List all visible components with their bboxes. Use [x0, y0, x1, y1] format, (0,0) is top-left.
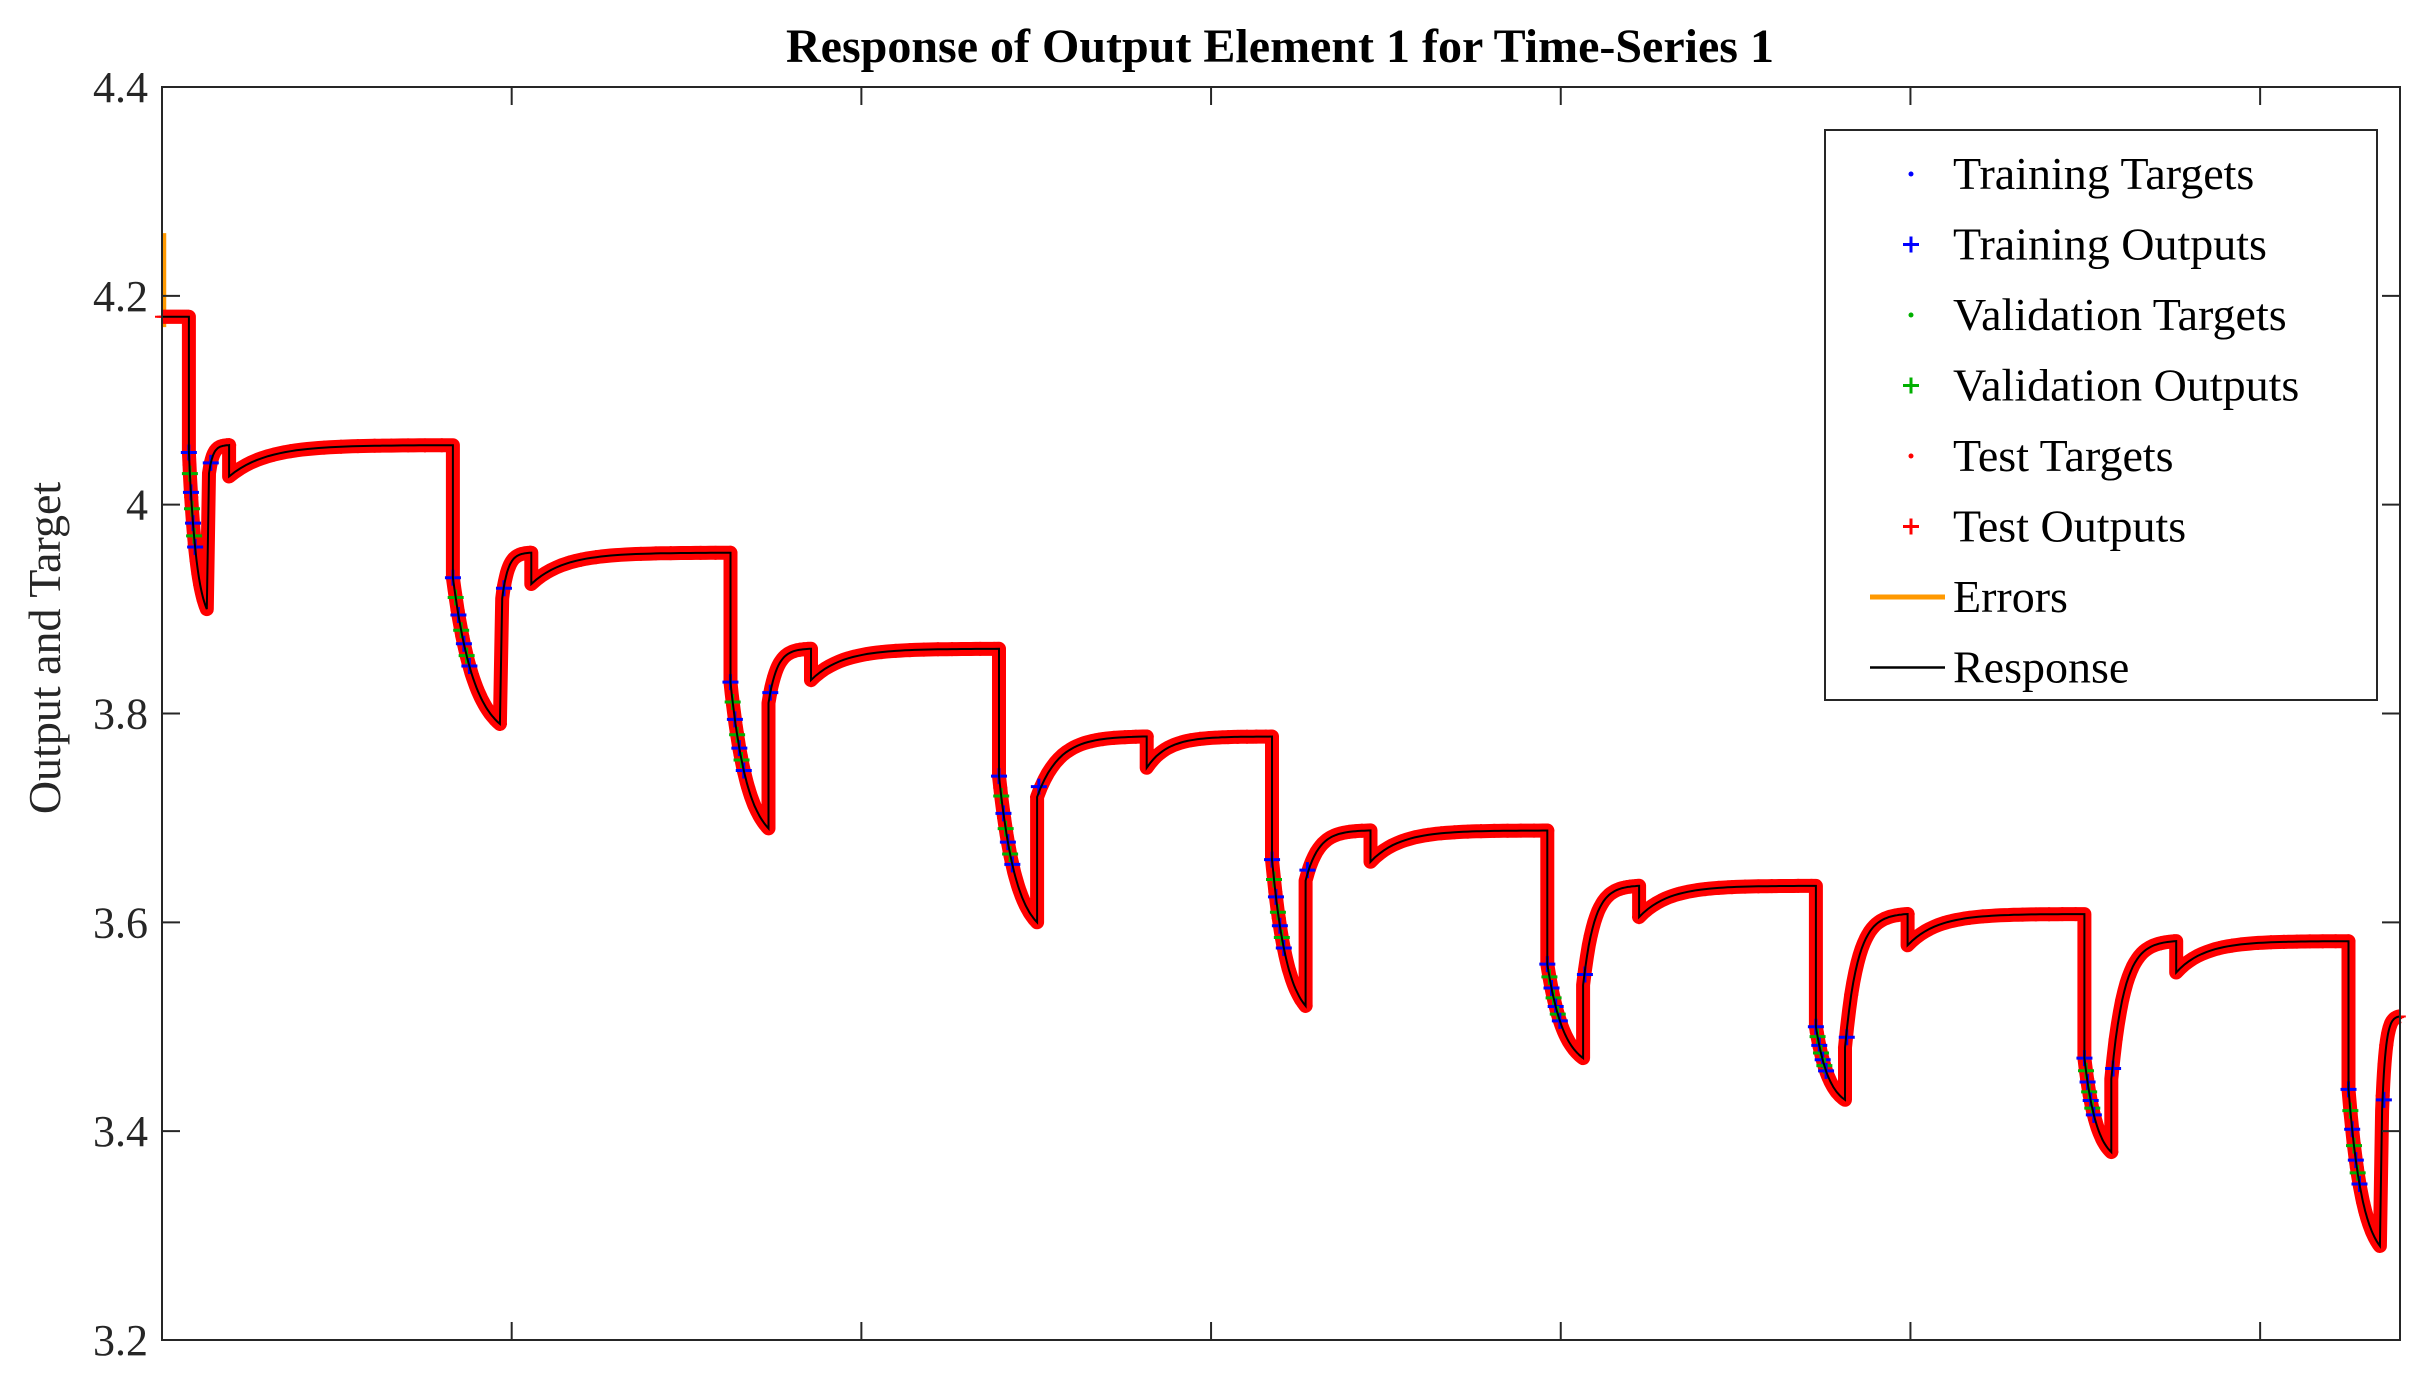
legend-entry: Validation Outputs	[1903, 360, 2299, 411]
legend-label: Validation Targets	[1953, 289, 2287, 340]
y-tick-label: 3.6	[93, 898, 148, 947]
chart-title: Response of Output Element 1 for Time-Se…	[786, 20, 1774, 73]
legend-entry: Test Targets	[1908, 430, 2174, 481]
legend-dot-icon	[1908, 171, 1914, 177]
legend-entry: Training Targets	[1908, 148, 2254, 199]
legend-plus-icon	[1903, 236, 1919, 253]
legend-dot-icon	[1908, 312, 1914, 318]
response-series	[162, 315, 2401, 1249]
legend-dot-icon	[1908, 453, 1914, 459]
axes: 3.2 3.4 3.6 3.8 4 4.2 4.4	[93, 63, 2401, 1365]
y-tick-label: 3.8	[93, 690, 148, 739]
training-output-marker	[2375, 1091, 2392, 1108]
legend-label: Errors	[1953, 571, 2068, 622]
legend-label: Test Targets	[1953, 430, 2174, 481]
legend-plus-icon	[1903, 377, 1919, 394]
y-tick-label: 4.2	[93, 272, 148, 321]
y-tick-label: 4.4	[93, 63, 148, 112]
y-tick-label: 3.4	[93, 1107, 148, 1156]
y-tick-label: 3.2	[93, 1316, 148, 1365]
legend-label: Test Outputs	[1953, 501, 2186, 552]
legend-label: Validation Outputs	[1953, 360, 2299, 411]
legend-label: Training Outputs	[1953, 219, 2267, 270]
y-tick-label: 4	[126, 481, 148, 530]
legend: Training Targets Training Outputs Validati…	[1824, 129, 2378, 701]
legend-entry: Validation Targets	[1908, 289, 2287, 340]
y-axis-label: Output and Target	[19, 482, 70, 815]
legend-label: Response	[1953, 642, 2129, 693]
legend-entry: Training Outputs	[1903, 219, 2267, 270]
legend-label: Training Targets	[1953, 148, 2254, 199]
legend-entry: Errors	[1870, 571, 2068, 622]
legend-entry: Test Outputs	[1903, 501, 2186, 552]
legend-box	[1824, 129, 2378, 701]
plot-area	[155, 233, 2407, 1253]
legend-plus-icon	[1903, 518, 1919, 535]
legend-entry: Response	[1870, 642, 2129, 693]
